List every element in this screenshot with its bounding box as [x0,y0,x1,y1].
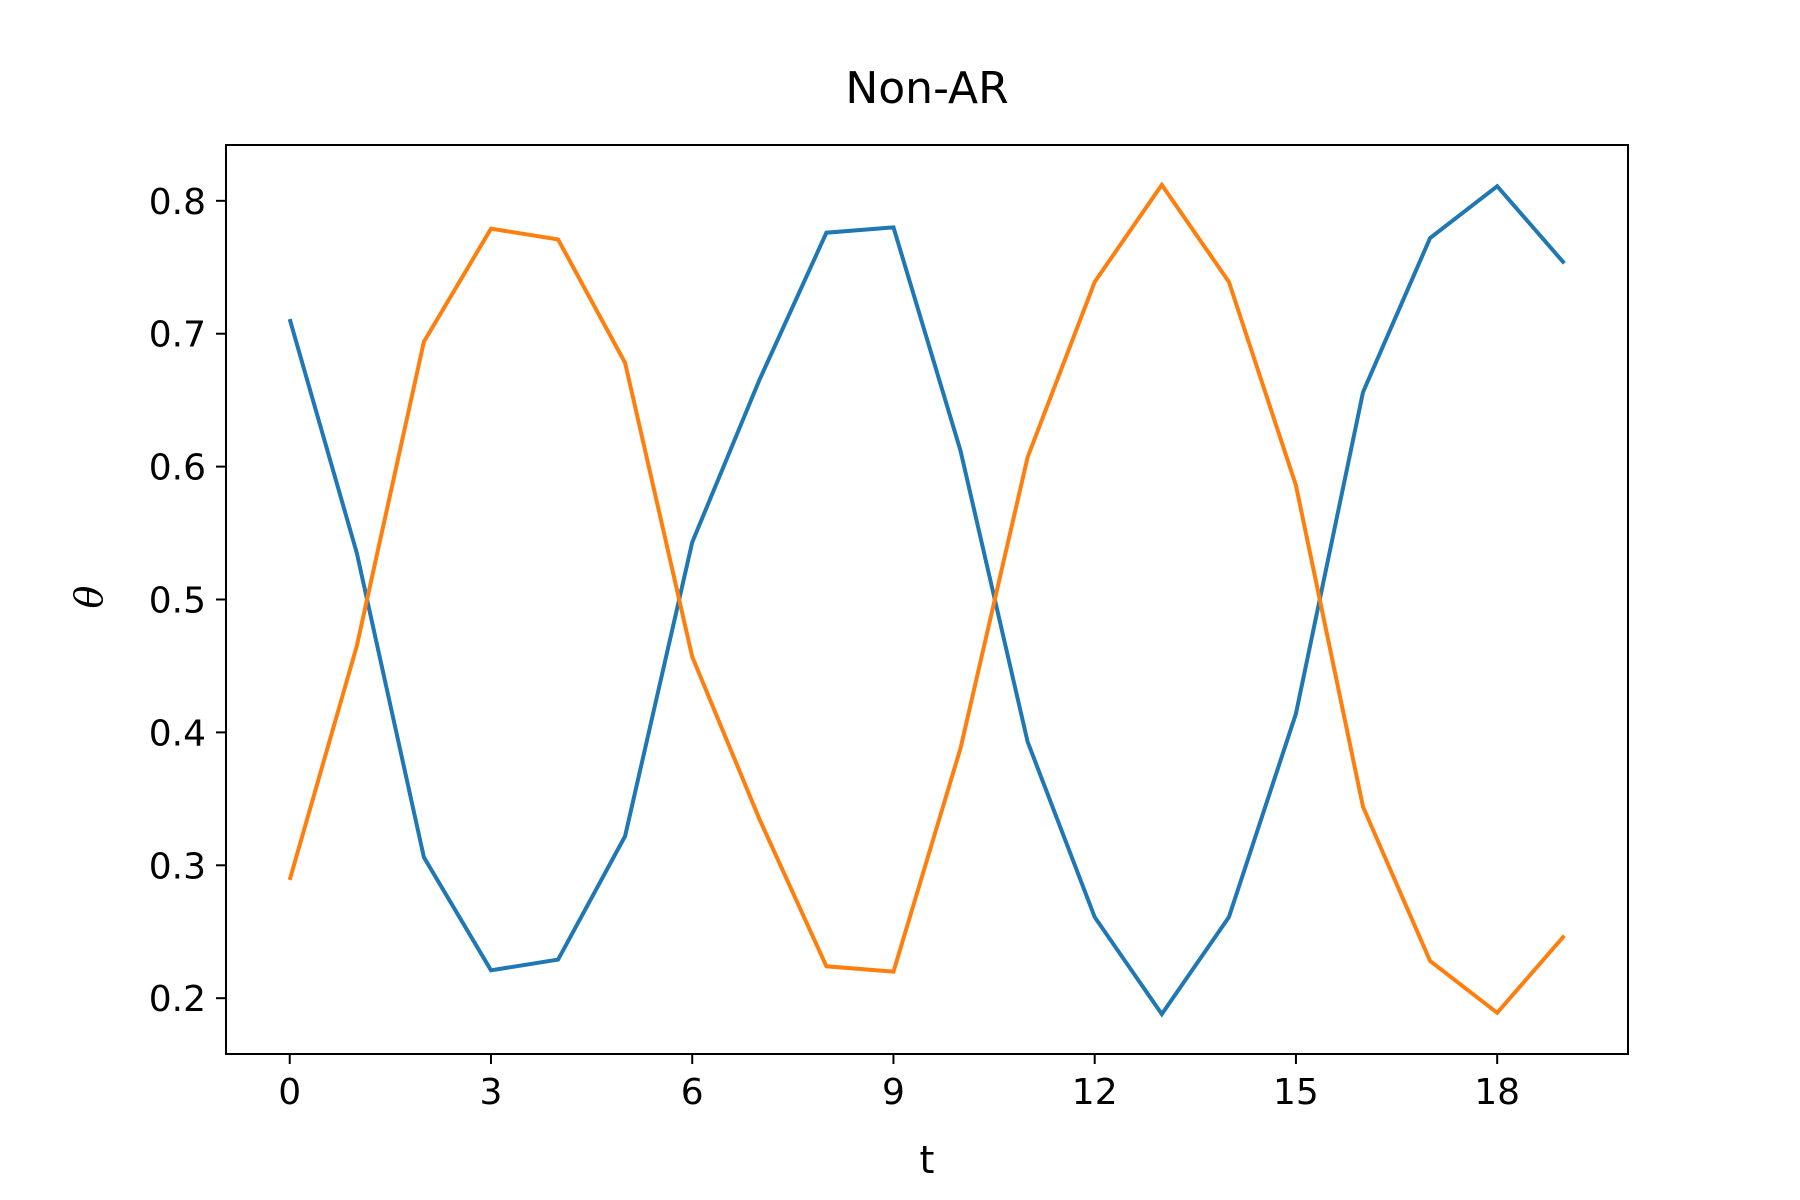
x-tick-label: 18 [1474,1072,1520,1113]
chart-title: Non-AR [845,63,1008,114]
y-axis: 0.2 0.3 0.4 0.5 0.6 0.7 0.8 [149,182,226,1020]
y-tick-label: 0.8 [149,182,206,223]
y-tick-label: 0.5 [149,581,206,622]
y-tick-label: 0.6 [149,448,206,489]
series-line-2 [287,181,1566,1016]
x-tick-label: 6 [681,1072,704,1113]
y-tick-label: 0.4 [149,713,206,754]
x-axis: 0 3 6 9 12 15 18 [278,1054,1520,1113]
x-tick-label: 12 [1072,1072,1118,1113]
y-axis-label: θ [67,585,111,608]
series-line-1 [287,183,1566,1018]
y-tick-label: 0.3 [149,846,206,887]
y-tick-label: 0.2 [149,979,206,1020]
x-tick-label: 15 [1273,1072,1319,1113]
x-tick-label: 9 [882,1072,905,1113]
x-tick-label: 0 [278,1072,301,1113]
series-layer [287,181,1566,1018]
x-tick-label: 3 [480,1072,503,1113]
x-axis-label: t [920,1138,935,1182]
y-tick-label: 0.7 [149,315,206,356]
